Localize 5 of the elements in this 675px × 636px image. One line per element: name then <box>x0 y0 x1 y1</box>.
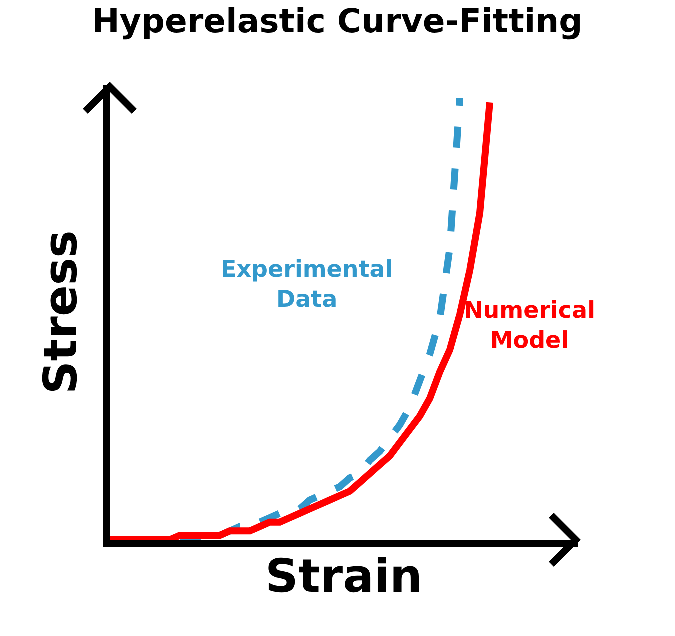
text: Experimental Data <box>221 257 394 313</box>
chart-title: Hyperelastic Curve-Fitting <box>92 2 583 41</box>
y-axis-title: Stress <box>33 230 88 394</box>
x-axis-title: Strain <box>265 549 423 604</box>
series-label: Numerical Model <box>464 298 596 354</box>
